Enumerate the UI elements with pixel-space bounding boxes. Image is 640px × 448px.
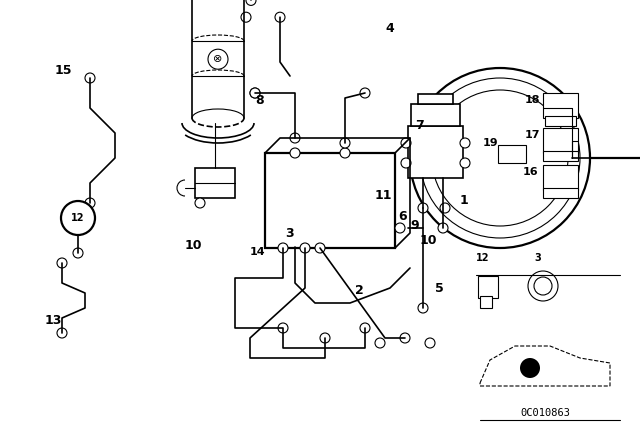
Circle shape: [278, 243, 288, 253]
Circle shape: [278, 323, 288, 333]
Circle shape: [410, 68, 590, 248]
Circle shape: [401, 158, 411, 168]
Circle shape: [250, 88, 260, 98]
Circle shape: [246, 0, 256, 5]
Text: 9: 9: [410, 219, 419, 232]
Circle shape: [400, 333, 410, 343]
Circle shape: [57, 258, 67, 268]
Circle shape: [290, 148, 300, 158]
Circle shape: [520, 358, 540, 378]
Circle shape: [208, 49, 228, 69]
Text: 15: 15: [55, 64, 72, 77]
Circle shape: [85, 73, 95, 83]
Circle shape: [340, 138, 350, 148]
Polygon shape: [480, 346, 610, 386]
Bar: [543, 188, 578, 198]
Circle shape: [420, 78, 580, 238]
Circle shape: [320, 333, 330, 343]
Circle shape: [528, 271, 558, 301]
Text: 2: 2: [355, 284, 364, 297]
Text: 19: 19: [483, 138, 499, 148]
Text: 5: 5: [435, 281, 444, 294]
Text: 17: 17: [525, 130, 541, 140]
Bar: [543, 128, 578, 153]
Bar: [411, 104, 460, 126]
Bar: [265, 153, 395, 248]
Text: 14: 14: [250, 247, 266, 257]
Text: 11: 11: [375, 189, 392, 202]
Circle shape: [534, 277, 552, 295]
Circle shape: [360, 88, 370, 98]
Text: 12: 12: [476, 253, 490, 263]
Text: 4: 4: [385, 22, 394, 34]
Text: 16: 16: [523, 167, 539, 177]
Text: 0C010863: 0C010863: [520, 408, 570, 418]
Text: ⊗: ⊗: [213, 54, 223, 64]
Text: 3: 3: [534, 253, 541, 263]
Text: 10: 10: [185, 238, 202, 251]
Circle shape: [360, 323, 370, 333]
Text: 18: 18: [525, 95, 541, 105]
Bar: [498, 145, 526, 163]
Bar: [543, 93, 578, 118]
Circle shape: [395, 223, 405, 233]
Circle shape: [275, 12, 285, 22]
Circle shape: [432, 90, 568, 226]
Circle shape: [401, 138, 411, 148]
Circle shape: [250, 88, 260, 98]
Circle shape: [375, 338, 385, 348]
Circle shape: [340, 148, 350, 158]
Text: 1: 1: [460, 194, 468, 207]
Bar: [418, 94, 453, 104]
Circle shape: [425, 338, 435, 348]
Circle shape: [438, 223, 448, 233]
Bar: [408, 126, 463, 178]
Circle shape: [61, 201, 95, 235]
Text: 7: 7: [415, 119, 424, 132]
Circle shape: [57, 328, 67, 338]
Text: 6: 6: [398, 210, 406, 223]
Circle shape: [300, 243, 310, 253]
Text: 8: 8: [255, 94, 264, 107]
Circle shape: [418, 303, 428, 313]
Bar: [195, 168, 235, 198]
Text: 13: 13: [45, 314, 62, 327]
Bar: [543, 165, 578, 190]
Circle shape: [315, 243, 325, 253]
Circle shape: [440, 203, 450, 213]
Circle shape: [73, 248, 83, 258]
Bar: [545, 116, 576, 126]
Text: 12: 12: [71, 213, 84, 223]
Circle shape: [195, 198, 205, 208]
Bar: [543, 151, 578, 161]
Circle shape: [460, 158, 470, 168]
Bar: [478, 276, 498, 298]
Circle shape: [460, 138, 470, 148]
Circle shape: [281, 219, 309, 247]
Bar: [480, 296, 492, 308]
Circle shape: [241, 12, 251, 22]
Circle shape: [290, 133, 300, 143]
Circle shape: [85, 198, 95, 208]
Circle shape: [418, 203, 428, 213]
Text: 3: 3: [285, 227, 294, 240]
Text: 10: 10: [420, 233, 438, 246]
